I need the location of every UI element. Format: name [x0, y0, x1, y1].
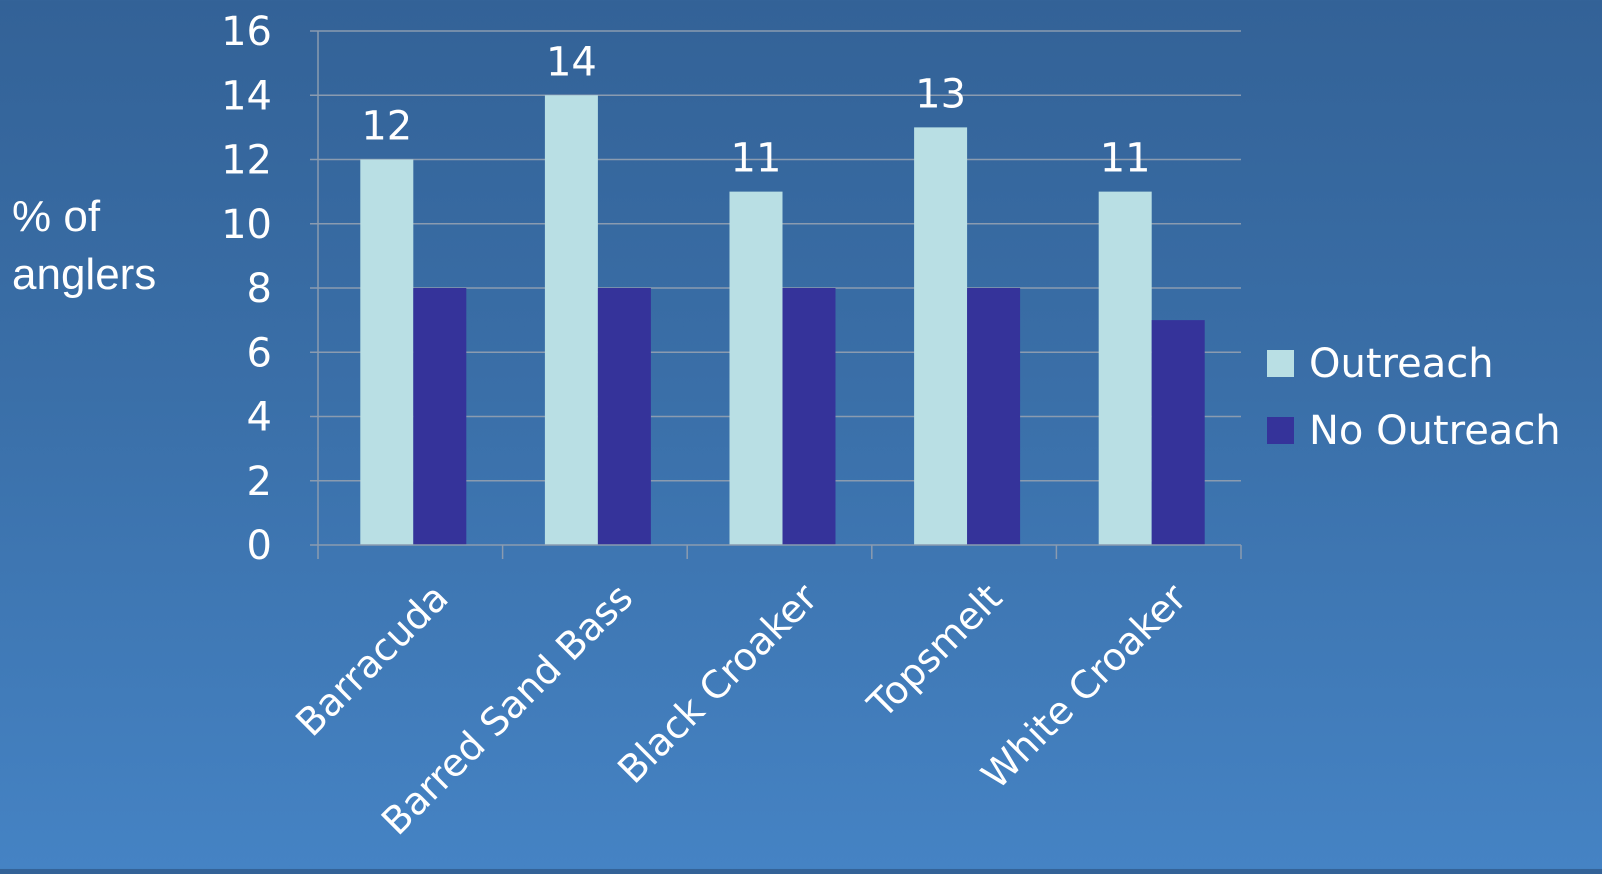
data-labels: 12 14 11 13 11: [361, 39, 1150, 181]
legend-label-no-outreach: No Outreach: [1309, 408, 1561, 454]
data-label-outreach-white-croaker: 11: [1100, 136, 1151, 182]
legend-swatch-outreach: [1267, 350, 1294, 377]
data-label-outreach-black-croaker: 11: [731, 136, 782, 182]
bar-no-outreach-white-croaker: [1151, 320, 1205, 545]
bar-no-outreach-barracuda: [413, 288, 467, 545]
y-tick-label-12: 12: [221, 138, 272, 184]
bar-no-outreach-barred-sand-bass: [597, 288, 651, 545]
x-tick-label-topsmelt: Topsmelt: [859, 575, 1011, 727]
data-label-outreach-barred-sand-bass: 14: [546, 39, 597, 85]
bar-outreach-barracuda: [360, 159, 414, 545]
y-axis-label: % of anglers: [12, 192, 157, 299]
bar-outreach-topsmelt: [914, 127, 968, 545]
y-tick-label-2: 2: [247, 459, 272, 505]
bar-no-outreach-topsmelt: [967, 288, 1021, 545]
legend-label-outreach: Outreach: [1309, 341, 1494, 387]
bar-outreach-barred-sand-bass: [544, 95, 598, 545]
y-tick-label-8: 8: [247, 266, 272, 312]
bar-outreach-black-croaker: [729, 191, 783, 545]
x-tick-label-barracuda: Barracuda: [287, 575, 456, 744]
bar-no-outreach-black-croaker: [782, 288, 836, 545]
legend-swatch-no-outreach: [1267, 417, 1294, 444]
y-tick-label-6: 6: [247, 330, 272, 376]
y-tick-label-4: 4: [247, 395, 272, 441]
data-label-outreach-barracuda: 12: [361, 104, 412, 150]
y-tick-label-0: 0: [247, 523, 272, 569]
bar-outreach-white-croaker: [1098, 191, 1152, 545]
bars: [360, 95, 1205, 545]
y-tick-label-14: 14: [221, 73, 272, 119]
x-tick-label-black-croaker: Black Croaker: [609, 575, 826, 792]
legend: Outreach No Outreach: [1267, 341, 1561, 454]
y-tick-label-10: 10: [221, 202, 272, 248]
y-tick-label-16: 16: [221, 9, 272, 55]
data-label-outreach-topsmelt: 13: [915, 71, 966, 117]
